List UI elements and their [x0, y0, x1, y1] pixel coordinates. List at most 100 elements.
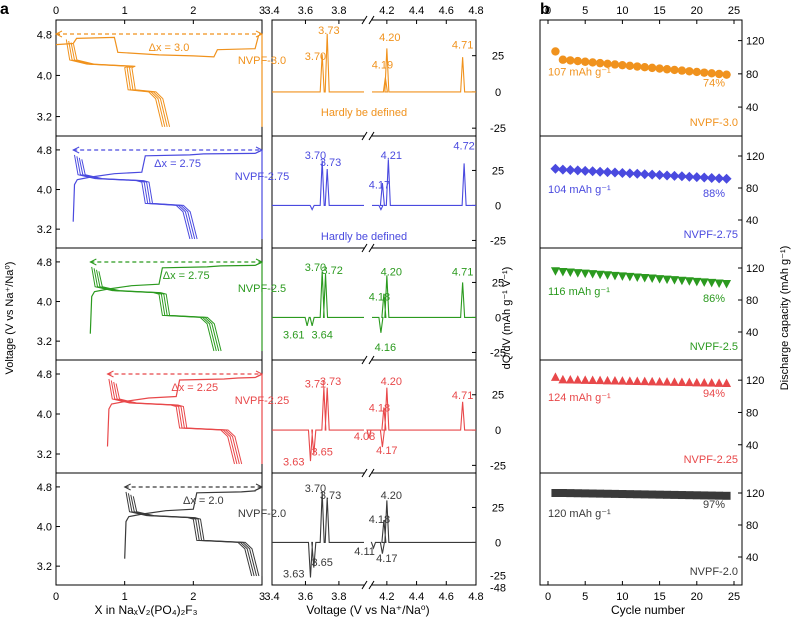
cycle-point: [610, 60, 620, 69]
cycle-point: [557, 164, 568, 175]
discharge-curve: [78, 157, 196, 240]
cycle-point: [618, 490, 627, 499]
cycle-point: [647, 376, 657, 386]
discharge-curve: [130, 494, 257, 577]
cycle-point: [706, 172, 717, 183]
cycle-point: [714, 69, 724, 79]
cycle-y-tick-label: 120: [746, 263, 764, 275]
axis-break-mark: [368, 243, 375, 253]
voltage-y-tick-label: 4.0: [37, 409, 52, 421]
cycle-sample-label: NVPF-3.0: [690, 117, 738, 129]
cycle-point: [633, 490, 642, 499]
cycle-point: [684, 277, 694, 286]
delta-x-label: Δx = 2.75: [163, 270, 210, 282]
cycle-point: [648, 490, 657, 499]
voltage-top-tick-label: 1: [122, 5, 128, 17]
first-capacity-label: 120 mAh g⁻¹: [548, 508, 611, 520]
dqdv-y-tick-label: -25: [490, 235, 506, 247]
peak-label: 4.17: [376, 445, 397, 457]
peak-label: 4.71: [452, 266, 473, 278]
axis-break-mark: [368, 468, 375, 478]
charge-curve: [55, 35, 260, 58]
peak-label: 4.72: [453, 140, 474, 152]
cycle-point: [722, 378, 732, 387]
voltage-y-tick-label: 4.0: [37, 522, 52, 534]
peak-label: 3.70: [305, 483, 326, 495]
peak-label: 4.19: [372, 60, 393, 72]
cycle-point: [640, 490, 649, 499]
cycle-point: [677, 377, 687, 386]
cycle-point: [551, 47, 560, 56]
cycle-point: [603, 59, 612, 69]
voltage-top-tick-label: 3: [259, 5, 265, 17]
discharge-curve: [65, 39, 163, 128]
voltage-axis-title: Voltage (V vs Na⁺/Na⁰): [4, 262, 16, 375]
discharge-curve: [110, 380, 238, 465]
peak-label: 4.08: [354, 431, 375, 443]
peak-label: 3.73: [318, 25, 339, 37]
dqdv-top-tick-label: 4.2: [379, 5, 394, 17]
cycle-point: [669, 170, 680, 181]
cycle-point: [596, 489, 605, 498]
cycle-point: [573, 56, 582, 66]
cycle-bottom-tick-label: 0: [545, 591, 551, 603]
dqdv-curve: [272, 33, 476, 93]
cycle-point: [677, 276, 687, 286]
axis-break-gap: [365, 468, 371, 478]
voltage-y-tick-label: 3.2: [37, 336, 52, 348]
cycle-bottom-tick-label: 10: [616, 591, 628, 603]
cycle-top-tick-label: 5: [582, 5, 588, 17]
discharge-curve: [74, 154, 191, 240]
peak-label: 4.20: [381, 266, 402, 278]
delta-x-arrowhead-left: [89, 258, 97, 266]
dqdv-bottom-tick-label: 4.8: [468, 591, 483, 603]
cycle-point: [632, 273, 642, 282]
cycle-point: [692, 377, 702, 387]
cycle-point: [699, 278, 709, 287]
discharge-curve: [73, 43, 171, 128]
cycle-point: [669, 377, 679, 386]
cycle-point: [655, 275, 665, 284]
cycle-point: [662, 275, 672, 285]
cycle-point: [550, 163, 561, 174]
cycle-point: [625, 490, 634, 499]
voltage-top-tick-label: 0: [53, 5, 59, 17]
peak-label: 4.11: [354, 546, 375, 558]
cycle-point: [655, 490, 664, 499]
dqdv-top-tick-label: 4.8: [468, 5, 483, 17]
charge-curve: [106, 373, 263, 447]
dqdv-y-tick-label: -25: [490, 570, 506, 582]
discharge-curve: [98, 271, 222, 352]
cycle-point: [639, 169, 650, 180]
first-capacity-label: 116 mAh g⁻¹: [548, 286, 610, 298]
cycle-point: [699, 377, 709, 387]
cycle-sample-label: NVPF-2.25: [684, 454, 738, 466]
cycle-point: [662, 377, 672, 386]
axis-break-mark: [368, 355, 375, 365]
delta-x-arrowhead-right: [255, 370, 264, 378]
cycle-point: [573, 269, 583, 278]
dqdv-curve: [272, 271, 476, 333]
voltage-bottom-tick-label: 0: [53, 591, 59, 603]
dqdv-y-tick-label: -25: [490, 460, 506, 472]
peak-label: 3.61: [283, 329, 304, 341]
dqdv-y-tick-label: 25: [492, 390, 504, 402]
cycle-point: [714, 378, 724, 387]
delta-x-arrowhead-right: [255, 483, 264, 491]
cycle-y-tick-label: 120: [746, 488, 764, 500]
first-capacity-label: 124 mAh g⁻¹: [548, 392, 611, 404]
cycle-point: [691, 172, 702, 183]
cycle-point: [558, 55, 568, 64]
cycle-point: [700, 491, 709, 500]
dqdv-y-tick-label: 0: [495, 537, 501, 549]
cycle-point: [588, 270, 598, 279]
dqdv-y-tick-label: 25: [492, 502, 504, 514]
delta-x-arrowhead-right: [255, 258, 264, 266]
sample-name-label: NVPF-2.5: [238, 283, 286, 295]
discharge-curve: [125, 491, 253, 577]
cycle-point: [558, 489, 567, 497]
voltage-bottom-tick-label: 1: [122, 591, 128, 603]
cycle-point: [670, 490, 679, 499]
cycle-point: [640, 62, 649, 72]
